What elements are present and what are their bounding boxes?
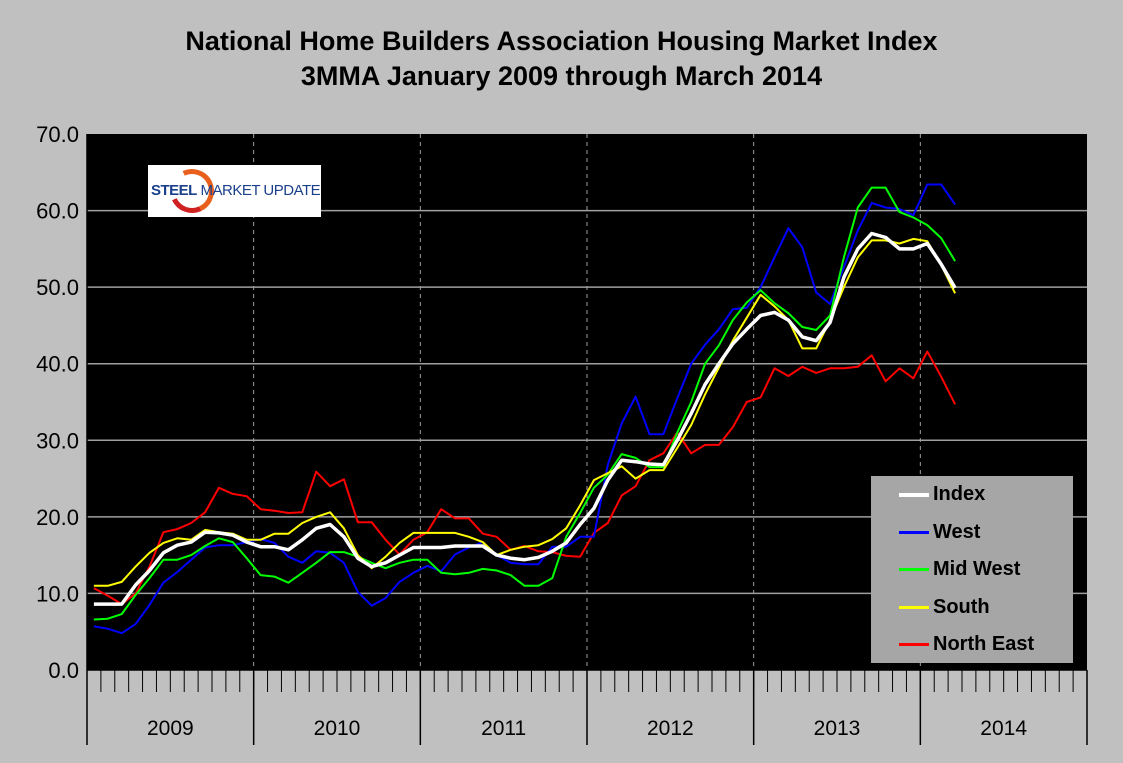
legend: Index West Mid West South North East <box>871 476 1073 663</box>
legend-swatch <box>899 643 929 646</box>
legend-label: Index <box>933 483 986 505</box>
y-tick-label: 40.0 <box>36 352 79 377</box>
x-tick-label: 2011 <box>481 717 526 740</box>
legend-swatch <box>899 493 929 497</box>
legend-item: Mid West <box>871 551 1073 588</box>
legend-label: North East <box>933 633 1035 655</box>
x-tick-label: 2010 <box>314 717 361 740</box>
x-tick-label: 2009 <box>147 717 194 740</box>
y-tick-label: 60.0 <box>36 199 79 224</box>
chart-title-block: National Home Builders Association Housi… <box>0 24 1123 94</box>
legend-label: South <box>933 595 990 618</box>
series-line-index <box>93 231 957 606</box>
y-tick-label: 50.0 <box>36 275 79 300</box>
chart-title: National Home Builders Association Housi… <box>185 26 938 56</box>
legend-label: West <box>933 520 981 543</box>
logo-text: STEEL MARKET UPDATE <box>151 182 321 199</box>
x-tick-label: 2013 <box>814 717 861 740</box>
series-line-west <box>93 183 956 635</box>
y-tick-label: 30.0 <box>36 428 79 453</box>
y-tick-label: 0.0 <box>48 658 79 683</box>
legend-item: North East <box>871 626 1073 663</box>
x-tick-label: 2014 <box>980 717 1027 740</box>
series-line-mid-west <box>93 186 956 621</box>
y-tick-label: 70.0 <box>36 122 79 147</box>
legend-item: Index <box>871 476 1073 513</box>
y-tick-label: 10.0 <box>36 581 79 606</box>
legend-label: Mid West <box>933 558 1021 580</box>
y-tick-label: 20.0 <box>36 505 79 530</box>
chart-subtitle: 3MMA January 2009 through March 2014 <box>300 61 823 91</box>
legend-swatch <box>899 530 929 534</box>
legend-swatch <box>899 605 929 609</box>
legend-item: South <box>871 589 1073 626</box>
legend-item: West <box>871 514 1073 551</box>
x-tick-label: 2012 <box>647 717 694 740</box>
steel-market-update-logo: STEEL MARKET UPDATE <box>148 165 321 217</box>
legend-swatch <box>899 568 929 571</box>
